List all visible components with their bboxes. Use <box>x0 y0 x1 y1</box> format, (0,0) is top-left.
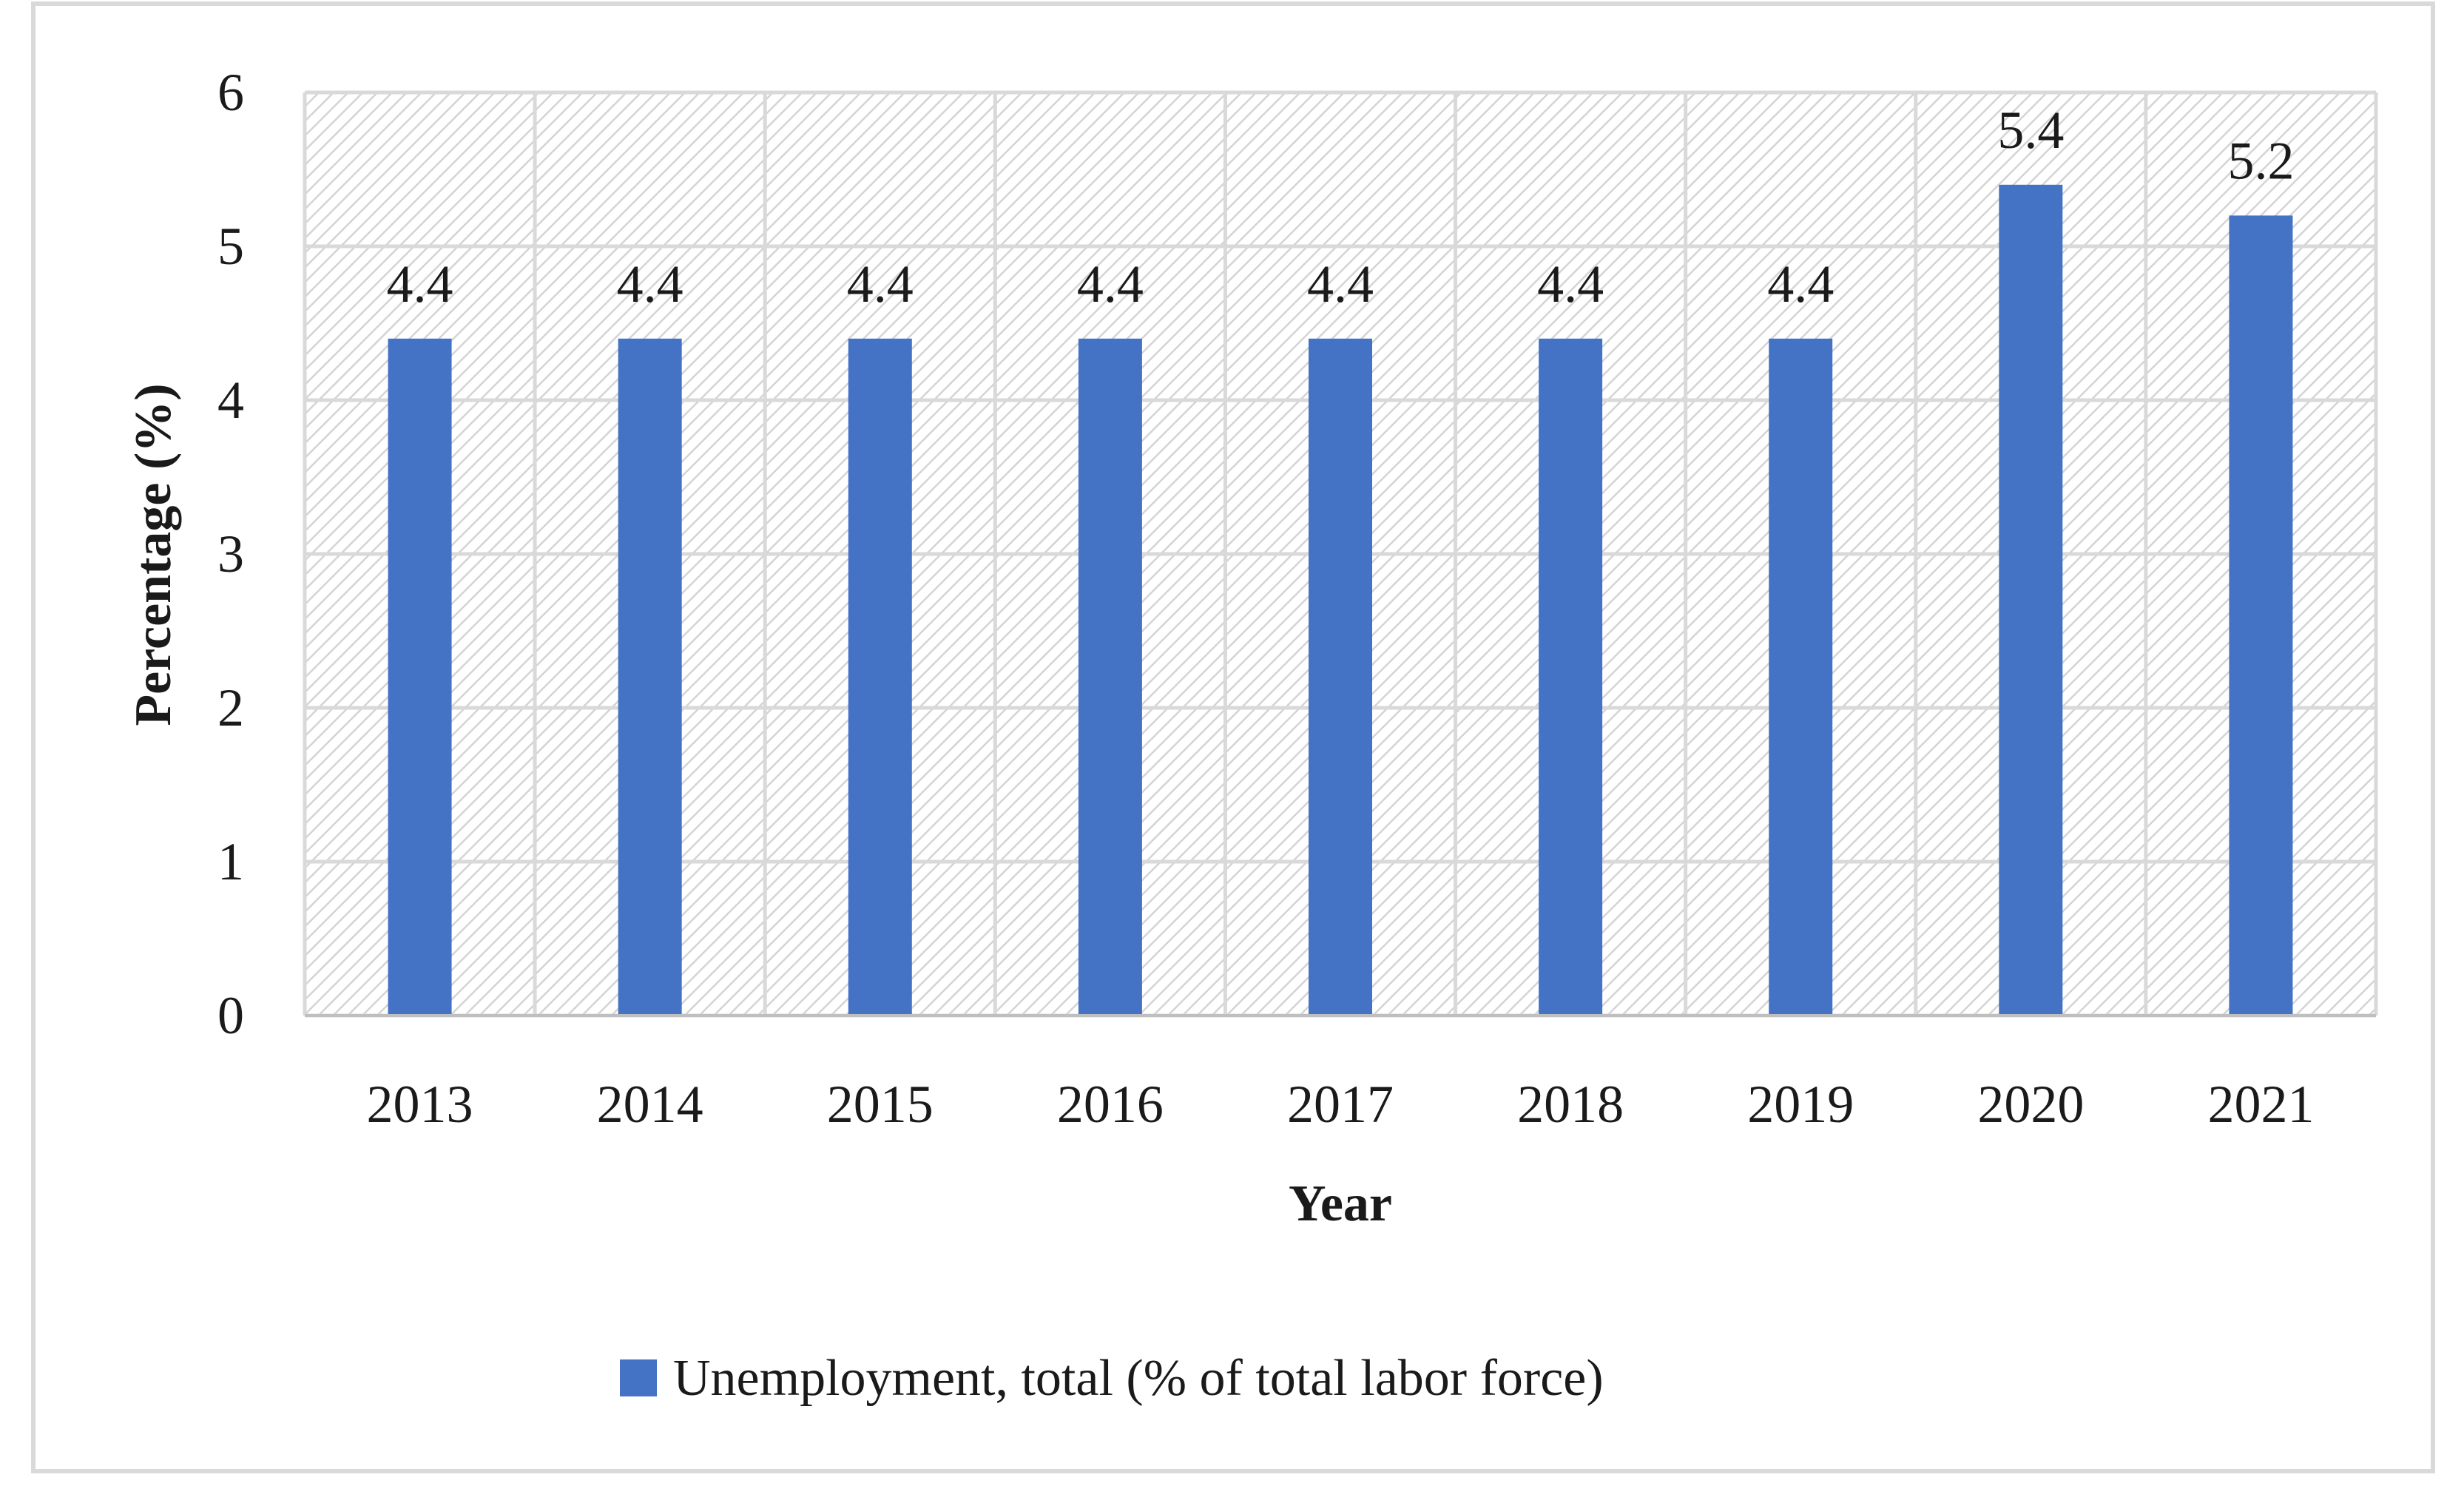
x-tick-label: 2013 <box>367 1075 473 1134</box>
legend-label: Unemployment, total (% of total labor fo… <box>673 1350 1604 1407</box>
bar <box>848 338 912 1016</box>
legend: Unemployment, total (% of total labor fo… <box>620 1350 1604 1407</box>
y-tick-label: 1 <box>217 832 244 891</box>
data-label: 4.4 <box>387 254 453 314</box>
y-tick-label: 3 <box>217 524 244 584</box>
x-axis-label: Year <box>1289 1175 1392 1232</box>
x-tick-label: 2016 <box>1057 1075 1164 1134</box>
x-tick-label: 2020 <box>1977 1075 2084 1134</box>
x-tick-label: 2021 <box>2207 1075 2314 1134</box>
x-axis-ticks: 2013 2014 2015 2016 2017 2018 2019 2020 2021 <box>367 1075 2315 1134</box>
x-tick-label: 2018 <box>1517 1075 1624 1134</box>
data-label: 5.4 <box>1997 101 2064 160</box>
x-tick-label: 2014 <box>597 1075 703 1134</box>
bar <box>1309 338 1372 1016</box>
bar <box>1539 338 1603 1016</box>
data-label: 4.4 <box>1307 254 1374 314</box>
bar <box>618 338 682 1016</box>
bar <box>1078 338 1142 1016</box>
x-tick-label: 2019 <box>1747 1075 1854 1134</box>
bar <box>2229 215 2293 1016</box>
y-tick-label: 0 <box>217 986 244 1045</box>
y-axis-label: Percentage (%) <box>125 383 182 726</box>
bar <box>1769 338 1833 1016</box>
x-tick-label: 2017 <box>1287 1075 1394 1134</box>
legend-swatch <box>620 1359 657 1396</box>
data-label: 4.4 <box>847 254 914 314</box>
y-axis-ticks: 0 1 2 3 4 5 6 <box>217 63 244 1045</box>
bar <box>1999 184 2063 1016</box>
data-label: 4.4 <box>1767 254 1834 314</box>
data-label: 4.4 <box>1537 254 1604 314</box>
data-label: 4.4 <box>617 254 683 314</box>
y-tick-label: 6 <box>217 63 244 122</box>
data-label: 4.4 <box>1077 254 1144 314</box>
data-label: 5.2 <box>2227 131 2294 190</box>
y-tick-label: 2 <box>217 678 244 737</box>
data-labels: 4.4 4.4 4.4 4.4 4.4 4.4 4.4 5.4 5.2 <box>387 101 2295 314</box>
bars <box>388 184 2293 1016</box>
x-tick-label: 2015 <box>827 1075 934 1134</box>
y-tick-label: 5 <box>217 217 244 276</box>
y-tick-label: 4 <box>217 371 244 430</box>
bar <box>388 338 452 1016</box>
